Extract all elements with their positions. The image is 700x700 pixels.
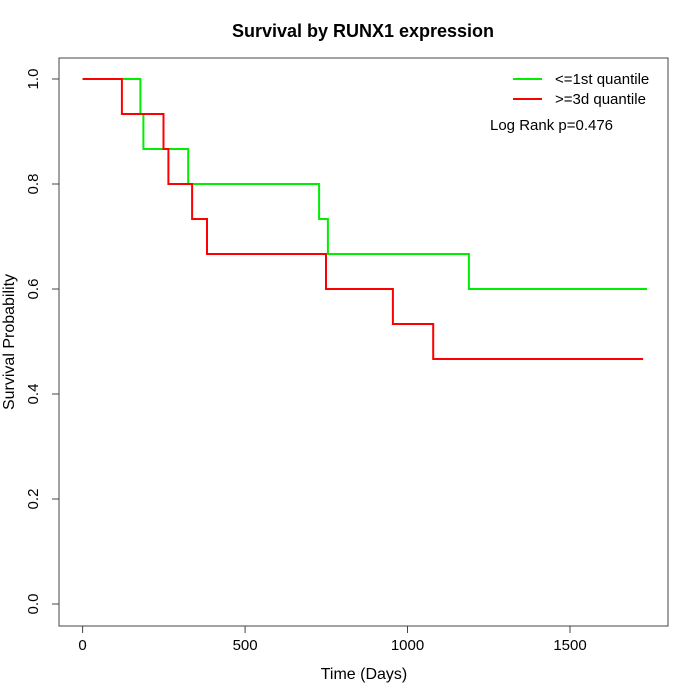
y-axis-tick-label: 1.0	[25, 69, 42, 90]
y-axis-title: Survival Probability	[1, 274, 18, 410]
legend-label-ge-3d-quantile: >=3d quantile	[555, 91, 646, 108]
legend: <=1st quantile >=3d quantile Log Rank p=…	[490, 71, 649, 134]
log-rank-pvalue-annotation: Log Rank p=0.476	[490, 117, 613, 134]
x-axis-tick-label: 0	[78, 637, 86, 654]
y-axis-tick-label: 0.2	[25, 489, 42, 510]
x-axis: 0 500 1000 1500	[78, 626, 587, 654]
plot-box	[58, 57, 669, 627]
chart-title: Survival by RUNX1 expression	[232, 21, 494, 41]
y-axis: 0.0 0.2 0.4 0.6 0.8 1.0	[25, 69, 59, 615]
x-axis-title: Time (Days)	[321, 666, 408, 683]
x-axis-tick-label: 500	[233, 637, 258, 654]
legend-label-le-1st-quantile: <=1st quantile	[555, 71, 649, 88]
survival-curves	[82, 78, 647, 360]
x-axis-tick-label: 1000	[391, 637, 424, 654]
x-axis-tick-label: 1500	[553, 637, 586, 654]
y-axis-tick-label: 0.4	[25, 384, 42, 405]
y-axis-tick-label: 0.8	[25, 174, 42, 195]
survival-curve-le-1st-quantile	[82, 78, 647, 290]
y-axis-tick-label: 0.0	[25, 594, 42, 615]
survival-curve-ge-3d-quantile	[82, 78, 644, 360]
y-axis-tick-label: 0.6	[25, 279, 42, 300]
